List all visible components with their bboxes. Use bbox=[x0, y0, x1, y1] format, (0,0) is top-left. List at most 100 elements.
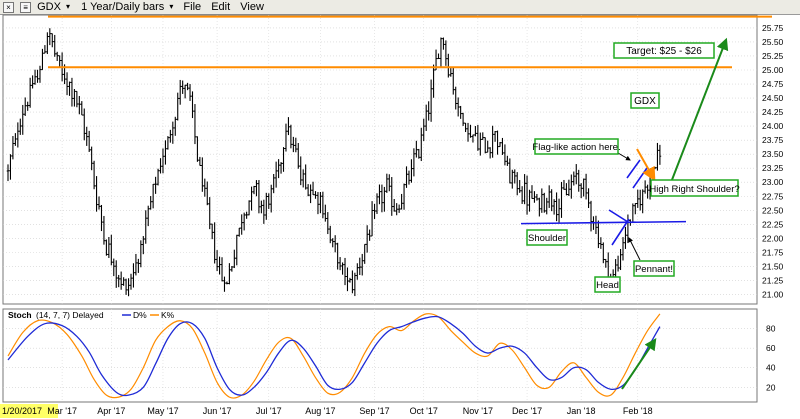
price-bar bbox=[85, 126, 89, 146]
price-bar bbox=[579, 183, 583, 199]
price-bar bbox=[183, 84, 187, 99]
price-bar bbox=[208, 197, 212, 230]
price-bar bbox=[449, 68, 453, 77]
price-bar bbox=[646, 184, 649, 199]
x-tick-label: Feb '18 bbox=[623, 406, 653, 416]
price-bar bbox=[351, 270, 354, 294]
price-bar bbox=[582, 178, 585, 197]
price-bar bbox=[87, 130, 91, 152]
price-y-tick: 25.25 bbox=[762, 51, 784, 61]
price-bar bbox=[464, 122, 467, 133]
price-y-tick: 25.00 bbox=[762, 65, 784, 75]
gdx-label: GDX bbox=[634, 96, 656, 107]
price-bar bbox=[331, 238, 335, 248]
price-bar bbox=[114, 260, 118, 288]
price-bar bbox=[279, 162, 283, 174]
price-bar bbox=[237, 227, 241, 237]
price-bar bbox=[444, 40, 448, 66]
price-bar bbox=[402, 183, 406, 210]
price-bar bbox=[565, 183, 568, 196]
pennant-lower-line bbox=[611, 218, 630, 246]
price-bar bbox=[511, 169, 514, 189]
price-y-tick: 23.75 bbox=[762, 135, 784, 145]
price-bar bbox=[242, 212, 246, 231]
period-label[interactable]: 1 Year/Daily bars bbox=[81, 1, 165, 13]
price-bar bbox=[599, 237, 603, 249]
price-bar bbox=[621, 237, 625, 261]
symbol-label[interactable]: GDX bbox=[37, 1, 61, 13]
price-bar bbox=[471, 134, 475, 143]
price-bar bbox=[316, 192, 320, 215]
price-bar bbox=[417, 148, 421, 159]
price-bar bbox=[262, 199, 266, 224]
price-bar bbox=[11, 136, 15, 160]
price-bar bbox=[584, 173, 588, 200]
stoch-y-tick: 80 bbox=[766, 324, 776, 334]
settings-icon[interactable]: ≡ bbox=[20, 2, 32, 13]
x-tick-label: Jan '18 bbox=[567, 406, 596, 416]
x-tick-label: Mar '17 bbox=[47, 406, 77, 416]
price-bar bbox=[149, 196, 152, 210]
price-bar bbox=[154, 176, 157, 194]
price-bar bbox=[442, 37, 445, 50]
price-bar bbox=[151, 183, 155, 209]
price-bar bbox=[474, 126, 477, 137]
price-bar bbox=[240, 214, 243, 235]
price-bar bbox=[23, 97, 27, 116]
price-bar bbox=[142, 236, 145, 255]
flag-pointer-arrow bbox=[617, 152, 631, 161]
price-bar bbox=[570, 174, 573, 199]
price-bar bbox=[405, 166, 408, 188]
orange-down-arrow bbox=[636, 148, 656, 182]
price-bar bbox=[181, 80, 184, 94]
price-bar bbox=[213, 222, 216, 264]
flag-label-box bbox=[534, 138, 619, 155]
price-bar bbox=[419, 127, 423, 162]
price-bar bbox=[41, 48, 44, 71]
price-bar bbox=[447, 53, 450, 78]
price-bar bbox=[203, 178, 207, 197]
price-bar bbox=[137, 258, 140, 273]
menu-file[interactable]: File bbox=[183, 1, 202, 13]
price-bar bbox=[619, 248, 622, 271]
price-bar bbox=[228, 263, 231, 285]
stoch-y-tick: 40 bbox=[766, 363, 776, 373]
price-bar bbox=[75, 90, 79, 108]
price-bar bbox=[488, 147, 492, 159]
price-bar bbox=[656, 142, 659, 171]
price-bar bbox=[358, 257, 362, 275]
price-bar bbox=[92, 160, 96, 190]
price-bar bbox=[378, 184, 381, 205]
price-bar bbox=[356, 263, 359, 280]
price-bar bbox=[370, 201, 374, 237]
price-bar bbox=[38, 65, 42, 83]
price-y-tick: 23.25 bbox=[762, 163, 784, 173]
price-bar bbox=[321, 191, 325, 219]
price-y-tick: 25.50 bbox=[762, 37, 784, 47]
stochastic-d-line bbox=[7, 315, 661, 397]
price-bar bbox=[624, 226, 627, 249]
price-bar bbox=[16, 122, 20, 148]
k-legend-label: K% bbox=[161, 310, 175, 320]
price-bar bbox=[53, 34, 57, 57]
stoch-y-tick: 60 bbox=[766, 343, 776, 353]
price-bar bbox=[503, 144, 507, 166]
price-bar bbox=[55, 51, 59, 61]
price-bar bbox=[193, 104, 197, 145]
symbol-dropdown-icon[interactable]: ▾ bbox=[66, 2, 71, 11]
price-bar bbox=[230, 266, 234, 272]
period-dropdown-icon[interactable]: ▾ bbox=[169, 2, 174, 11]
price-bar bbox=[292, 136, 295, 153]
price-bar bbox=[119, 271, 123, 290]
price-bar bbox=[587, 188, 590, 209]
price-bar bbox=[68, 81, 71, 96]
menu-view[interactable]: View bbox=[240, 1, 264, 13]
price-y-tick: 24.25 bbox=[762, 107, 784, 117]
close-icon[interactable]: × bbox=[3, 2, 14, 13]
price-bar bbox=[348, 277, 352, 283]
price-bar bbox=[538, 197, 541, 217]
price-bar bbox=[528, 189, 531, 212]
price-bar bbox=[260, 200, 263, 214]
price-bar bbox=[311, 181, 315, 196]
menu-edit[interactable]: Edit bbox=[211, 1, 231, 13]
